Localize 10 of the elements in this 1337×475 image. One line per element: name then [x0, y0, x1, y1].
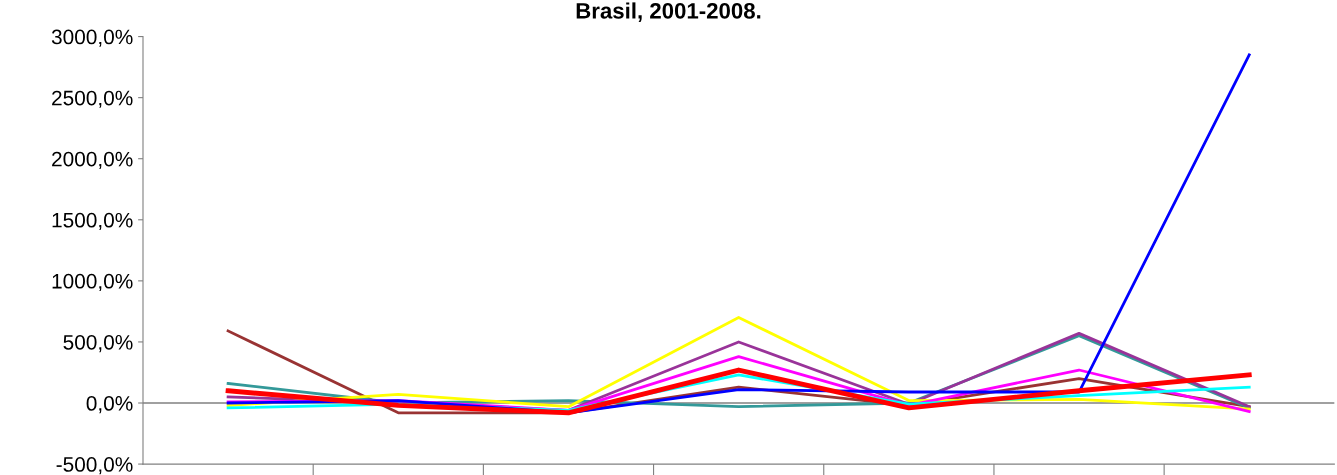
y-tick-label: 2500,0%	[52, 90, 133, 108]
y-tick-label: -500,0%	[56, 457, 133, 475]
y-tick-label: 3000,0%	[51, 29, 133, 47]
y-tick-label: 500,0%	[63, 334, 133, 353]
y-tick-label: 1500,0%	[52, 212, 133, 230]
line-series	[225, 367, 1252, 416]
y-tick-label: 2000,0%	[52, 151, 133, 169]
y-tick-label: 0,0%	[86, 396, 133, 414]
chart-title: Brasil, 2001-2008.	[576, 2, 761, 22]
y-tick-label: 1000,0%	[52, 273, 133, 292]
